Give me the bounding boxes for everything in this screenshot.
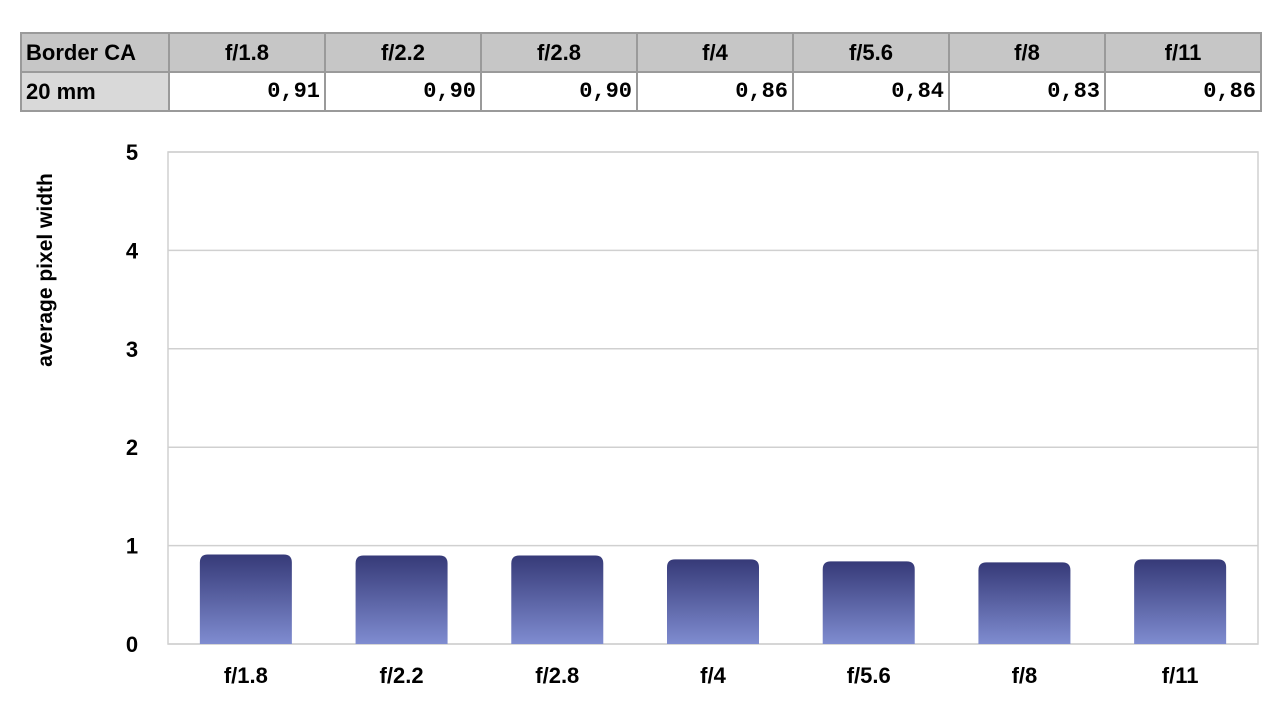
border-ca-table: Border CA f/1.8 f/2.2 f/2.8 f/4 f/5.6 f/… [20, 32, 1262, 112]
bar-f-1-8 [199, 554, 292, 644]
table-value-cell: 0,90 [480, 71, 638, 112]
border-ca-table-container: Border CA f/1.8 f/2.2 f/2.8 f/4 f/5.6 f/… [20, 32, 1262, 112]
table-header-cell: f/8 [948, 32, 1106, 73]
table-header-cell: f/11 [1104, 32, 1262, 73]
table-value-cell: 0,86 [1104, 71, 1262, 112]
table-header-row: Border CA f/1.8 f/2.2 f/2.8 f/4 f/5.6 f/… [20, 32, 1262, 73]
table-value-cell: 0,86 [636, 71, 794, 112]
table-row-label: 20 mm [20, 71, 170, 112]
table-value-cell: 0,84 [792, 71, 950, 112]
bar-f-4 [667, 559, 759, 644]
bar-f-5-6 [822, 561, 915, 644]
table-header-cell: f/2.2 [324, 32, 482, 73]
y-tick-label: 3 [126, 337, 138, 362]
x-tick-label: f/11 [1162, 663, 1199, 688]
bar-f-2-2 [355, 555, 448, 644]
bar-f-2-8 [511, 555, 604, 644]
table-corner-label: Border CA [20, 32, 170, 73]
x-tick-label: f/8 [1012, 663, 1038, 688]
bar-f-8 [978, 562, 1071, 644]
x-tick-label: f/2.2 [380, 663, 424, 688]
table-header-cell: f/2.8 [480, 32, 638, 73]
y-tick-label: 1 [126, 534, 138, 559]
table-header-cell: f/5.6 [792, 32, 950, 73]
bar-f-11 [1134, 559, 1227, 644]
table-value-cell: 0,83 [948, 71, 1106, 112]
table-value-cell: 0,90 [324, 71, 482, 112]
table-value-cell: 0,91 [168, 71, 326, 112]
table-row: 20 mm 0,91 0,90 0,90 0,86 0,84 0,83 0,86 [20, 71, 1262, 112]
table-header-cell: f/4 [636, 32, 794, 73]
x-tick-label: f/4 [700, 663, 726, 688]
y-tick-label: 2 [126, 435, 138, 460]
x-tick-label: f/5.6 [847, 663, 891, 688]
x-tick-label: f/1.8 [224, 663, 268, 688]
x-tick-label: f/2.8 [535, 663, 579, 688]
y-tick-label: 5 [126, 140, 138, 165]
y-tick-label: 0 [126, 632, 138, 657]
table-header-cell: f/1.8 [168, 32, 326, 73]
y-tick-label: 4 [126, 238, 139, 263]
